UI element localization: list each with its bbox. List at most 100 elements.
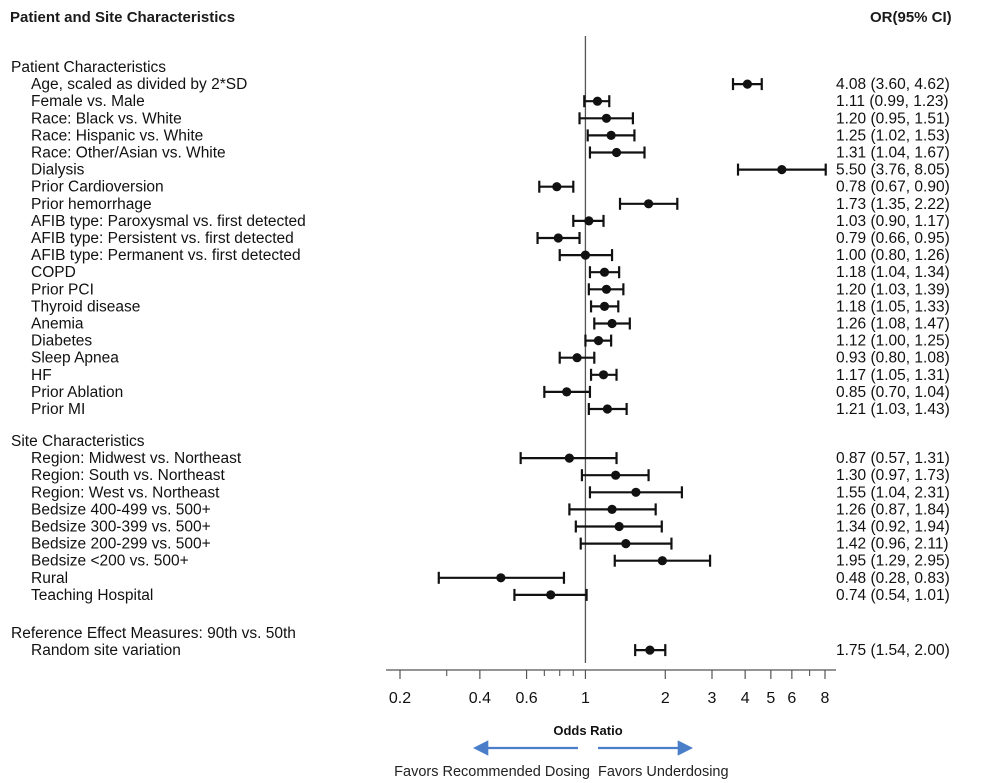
row-label: HF	[31, 367, 52, 384]
point-estimate	[643, 199, 654, 209]
x-tick-label: 3	[708, 690, 717, 707]
row-label: Rural	[31, 570, 68, 587]
point-estimate	[599, 301, 610, 311]
x-tick-label: 6	[787, 690, 796, 707]
or-ci-value: 1.17 (1.05, 1.31)	[836, 367, 950, 384]
point-estimate	[564, 453, 574, 463]
x-tick-label: 1	[581, 690, 590, 707]
or-ci-value: 1.34 (0.92, 1.94)	[836, 519, 950, 536]
or-ci-value: 1.20 (1.03, 1.39)	[836, 281, 950, 298]
x-tick-label: 0.4	[469, 690, 491, 707]
or-ci-value: 1.18 (1.04, 1.34)	[836, 264, 950, 281]
or-ci-value: 1.95 (1.29, 2.95)	[836, 553, 950, 570]
or-ci-value: 1.00 (0.80, 1.26)	[836, 247, 950, 264]
ci-mark	[543, 385, 592, 398]
row-label: Anemia	[31, 316, 84, 333]
x-tick-label: 0.2	[389, 690, 411, 707]
point-estimate	[614, 521, 624, 532]
ci-mark	[586, 129, 636, 142]
x-tick-label: 5	[766, 690, 775, 707]
or-ci-value: 1.20 (0.95, 1.51)	[836, 110, 950, 127]
or-ci-header: OR(95% CI)	[870, 9, 952, 26]
or-ci-value: 0.74 (0.54, 1.01)	[836, 587, 950, 604]
point-estimate	[580, 250, 591, 260]
point-estimate	[645, 645, 655, 655]
point-estimate	[631, 487, 641, 497]
favors-right-label: Favors Underdosing	[598, 764, 729, 780]
row-label: Prior PCI	[31, 281, 94, 298]
or-ci-value: 0.78 (0.67, 0.90)	[836, 179, 950, 196]
x-axis: 0.2 0.4 0.6 1 2 3 4 5 6 8	[386, 669, 836, 707]
ci-mark	[634, 644, 667, 657]
or-ci-value: 1.18 (1.05, 1.33)	[836, 298, 950, 315]
point-estimate	[553, 233, 563, 243]
row-label: Race: Other/Asian vs. White	[31, 145, 226, 162]
ci-mark	[618, 197, 679, 210]
row-label: AFIB type: Persistent vs. first detected	[31, 230, 294, 247]
or-ci-value: 1.25 (1.02, 1.53)	[836, 127, 950, 144]
point-estimate	[572, 353, 582, 363]
point-estimate	[593, 336, 604, 346]
point-estimate	[621, 539, 631, 549]
row-label: Region: West vs. Northeast	[31, 484, 220, 501]
row-label: Sleep Apnea	[31, 350, 119, 367]
ci-mark	[579, 537, 673, 550]
ci-mark	[519, 452, 618, 465]
ci-mark	[578, 112, 635, 125]
ci-mark	[588, 266, 621, 279]
section-title: Reference Effect Measures: 90th vs. 50th	[11, 625, 296, 642]
ci-mark	[583, 95, 611, 108]
x-tick-label: 0.6	[515, 690, 537, 707]
or-ci-value: 1.12 (1.00, 1.25)	[836, 333, 950, 350]
ci-mark	[731, 78, 763, 91]
row-label: Prior Ablation	[31, 384, 123, 401]
ci-mark	[588, 486, 683, 499]
point-estimate	[601, 113, 612, 123]
point-estimate	[584, 216, 594, 226]
x-tick-label: 4	[741, 690, 750, 707]
or-ci-value: 0.85 (0.70, 1.04)	[836, 384, 950, 401]
x-tick-label: 8	[821, 690, 830, 707]
row-label: Female vs. Male	[31, 93, 145, 110]
row-label: Bedsize 300-399 vs. 500+	[31, 519, 211, 536]
ci-mark	[580, 469, 650, 482]
point-estimate	[657, 556, 667, 566]
ci-mark	[568, 503, 657, 516]
or-ci-value: 1.11 (0.99, 1.23)	[836, 93, 949, 110]
ci-mark	[587, 283, 625, 296]
row-label: AFIB type: Permanent vs. first detected	[31, 247, 301, 264]
point-estimate	[606, 130, 616, 140]
or-ci-value: 1.55 (1.04, 2.31)	[836, 484, 950, 501]
chart-title: Patient and Site Characteristics	[10, 9, 235, 26]
or-ci-value: 1.03 (0.90, 1.17)	[836, 213, 950, 230]
row-label: Race: Black vs. White	[31, 110, 182, 127]
row-label: Teaching Hospital	[31, 587, 153, 604]
x-tick-label: 2	[661, 690, 670, 707]
or-ci-value: 1.26 (1.08, 1.47)	[836, 316, 950, 333]
point-estimate	[552, 182, 562, 192]
ci-mark	[589, 368, 618, 381]
row-label: Region: South vs. Northeast	[31, 467, 226, 484]
or-ci-value: 1.73 (1.35, 2.22)	[836, 196, 950, 213]
row-label: Prior Cardioversion	[31, 179, 164, 196]
point-estimate	[592, 96, 603, 106]
point-estimate	[611, 147, 622, 158]
ci-mark	[589, 300, 620, 313]
row-label: COPD	[31, 264, 76, 281]
x-axis-title: Odds Ratio	[553, 723, 622, 738]
ci-mark	[558, 249, 614, 262]
row-label: Dialysis	[31, 162, 85, 179]
ci-mark	[574, 520, 663, 533]
ci-mark	[587, 403, 628, 415]
row-label: Thyroid disease	[31, 298, 140, 315]
or-ci-value: 0.93 (0.80, 1.08)	[836, 350, 950, 367]
point-estimate	[602, 404, 612, 414]
ci-mark	[437, 571, 566, 584]
point-estimate	[601, 284, 612, 294]
ci-mark	[588, 146, 646, 159]
ci-mark	[593, 317, 631, 330]
or-ci-value: 0.79 (0.66, 0.95)	[836, 230, 950, 247]
point-estimate	[598, 370, 609, 380]
